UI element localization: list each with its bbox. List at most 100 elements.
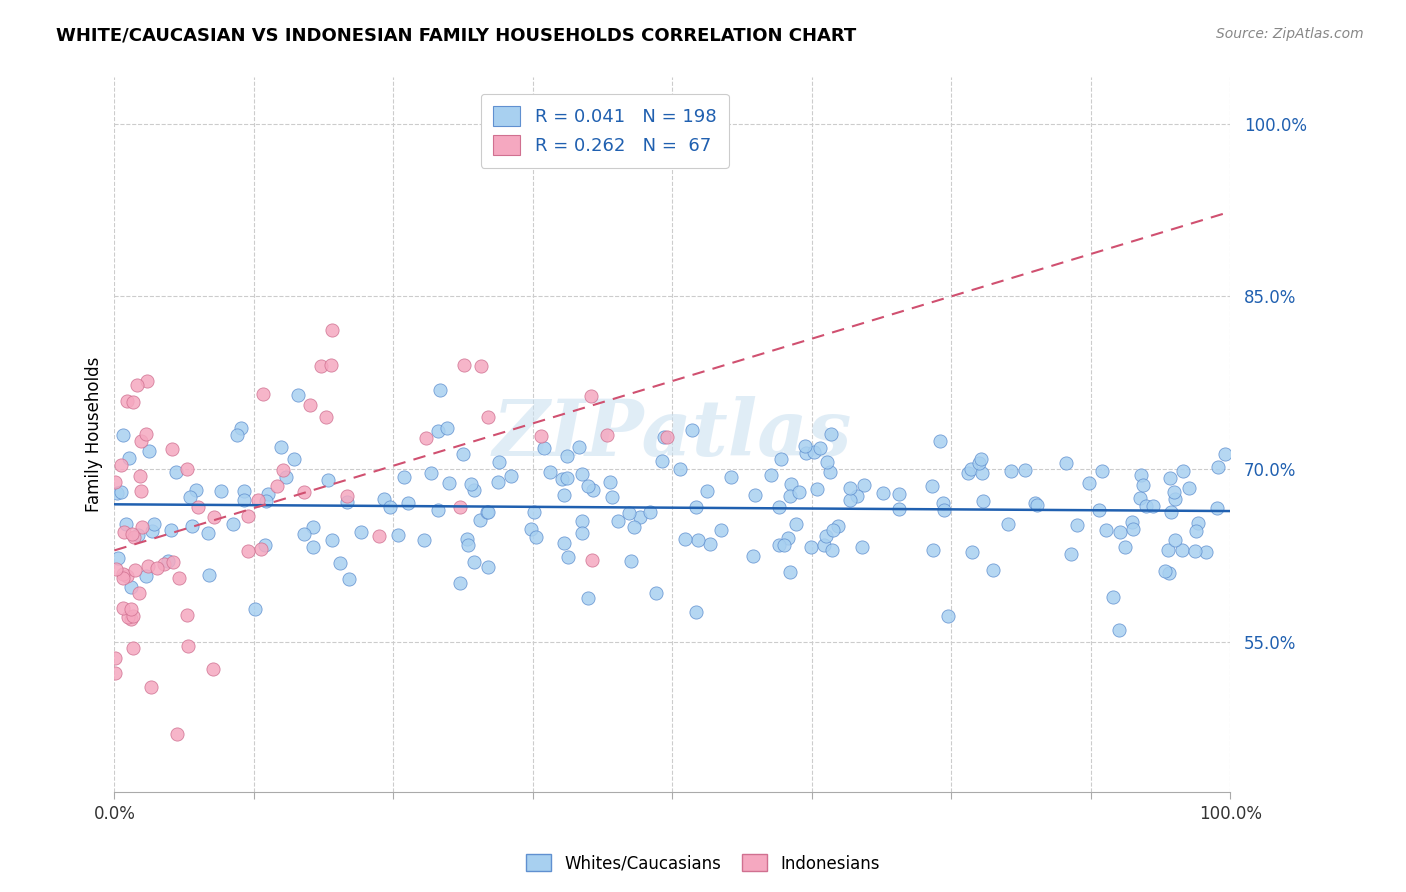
- Point: [1157, 566, 1180, 581]
- Point: [742, 549, 765, 563]
- Point: [179, 490, 201, 504]
- Point: [415, 431, 437, 445]
- Point: [250, 541, 273, 556]
- Point: [779, 565, 801, 579]
- Point: [104, 475, 127, 489]
- Point: [111, 571, 134, 585]
- Point: [477, 505, 499, 519]
- Point: [619, 507, 641, 521]
- Point: [233, 483, 256, 498]
- Point: [104, 665, 127, 680]
- Point: [128, 586, 150, 600]
- Point: [142, 516, 165, 531]
- Point: [245, 601, 267, 615]
- Point: [1122, 522, 1144, 536]
- Point: [115, 517, 138, 532]
- Point: [787, 485, 810, 500]
- Point: [111, 600, 134, 615]
- Point: [776, 532, 799, 546]
- Point: [960, 461, 983, 475]
- Point: [533, 441, 555, 455]
- Point: [808, 441, 831, 455]
- Point: [426, 503, 449, 517]
- Point: [538, 465, 561, 479]
- Point: [254, 537, 277, 551]
- Point: [779, 477, 801, 491]
- Point: [298, 398, 321, 412]
- Point: [524, 530, 547, 544]
- Point: [321, 323, 343, 337]
- Point: [852, 477, 875, 491]
- Point: [932, 496, 955, 510]
- Point: [817, 455, 839, 469]
- Point: [571, 526, 593, 541]
- Point: [453, 358, 475, 372]
- Point: [501, 469, 523, 483]
- Point: [696, 484, 718, 499]
- Point: [1108, 624, 1130, 638]
- Point: [571, 467, 593, 482]
- Point: [112, 567, 135, 582]
- Point: [1024, 496, 1046, 510]
- Point: [1177, 482, 1199, 496]
- Point: [794, 446, 817, 460]
- Point: [623, 519, 645, 533]
- Point: [1171, 464, 1194, 478]
- Point: [165, 465, 187, 479]
- Point: [460, 477, 482, 491]
- Point: [488, 455, 510, 469]
- Point: [181, 518, 204, 533]
- Point: [956, 467, 979, 481]
- Point: [122, 395, 145, 409]
- Point: [204, 510, 226, 524]
- Point: [449, 576, 471, 591]
- Point: [396, 496, 419, 510]
- Point: [115, 394, 138, 409]
- Point: [121, 526, 143, 541]
- Point: [122, 608, 145, 623]
- Point: [820, 427, 842, 442]
- Point: [124, 563, 146, 577]
- Point: [581, 553, 603, 567]
- Point: [530, 429, 553, 443]
- Point: [685, 605, 707, 619]
- Point: [685, 500, 707, 514]
- Point: [620, 553, 643, 567]
- Point: [120, 580, 142, 594]
- Point: [1157, 543, 1180, 558]
- Point: [600, 490, 623, 504]
- Point: [779, 489, 801, 503]
- Point: [806, 482, 828, 496]
- Point: [652, 430, 675, 444]
- Legend: Whites/Caucasians, Indonesians: Whites/Caucasians, Indonesians: [520, 847, 886, 880]
- Point: [921, 479, 943, 493]
- Point: [997, 517, 1019, 532]
- Point: [427, 424, 450, 438]
- Text: WHITE/CAUCASIAN VS INDONESIAN FAMILY HOUSEHOLDS CORRELATION CHART: WHITE/CAUCASIAN VS INDONESIAN FAMILY HOU…: [56, 27, 856, 45]
- Point: [475, 505, 498, 519]
- Point: [599, 475, 621, 489]
- Point: [970, 452, 993, 467]
- Point: [276, 469, 298, 483]
- Point: [1102, 590, 1125, 604]
- Point: [301, 540, 323, 554]
- Point: [321, 533, 343, 548]
- Point: [595, 427, 617, 442]
- Point: [814, 529, 837, 543]
- Point: [571, 514, 593, 528]
- Point: [936, 609, 959, 624]
- Point: [813, 538, 835, 552]
- Point: [197, 525, 219, 540]
- Point: [160, 523, 183, 537]
- Point: [129, 468, 152, 483]
- Point: [1060, 547, 1083, 561]
- Point: [336, 495, 359, 509]
- Point: [125, 377, 148, 392]
- Point: [800, 540, 823, 554]
- Point: [270, 440, 292, 454]
- Point: [607, 514, 630, 528]
- Point: [105, 486, 128, 500]
- Point: [477, 559, 499, 574]
- Point: [851, 540, 873, 554]
- Point: [153, 558, 176, 572]
